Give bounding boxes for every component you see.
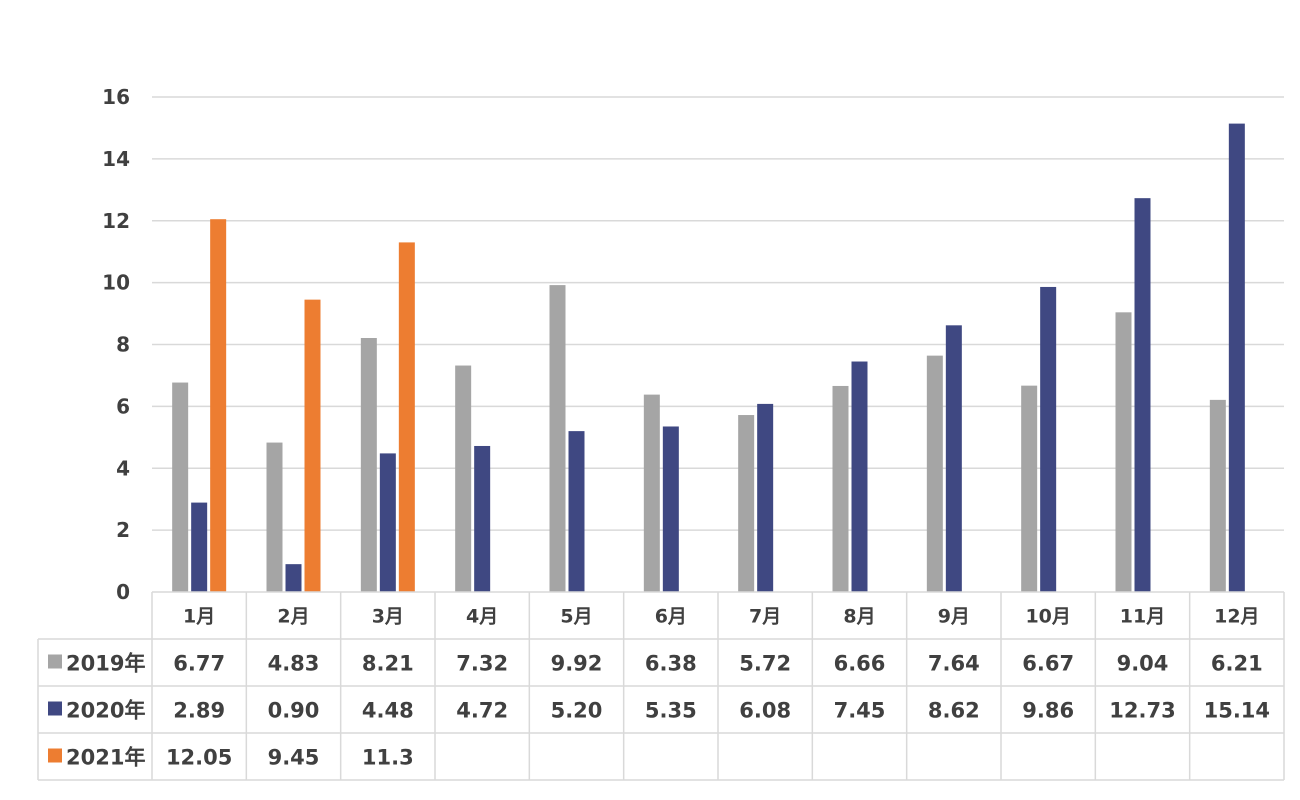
category-label: 2月: [277, 606, 309, 628]
legend-swatch: [48, 701, 62, 716]
y-tick-label: 14: [102, 147, 130, 171]
bar: [191, 502, 208, 592]
category-label: 12月: [1214, 606, 1259, 628]
bar: [738, 415, 755, 592]
data-label: 12.05: [166, 746, 232, 770]
category-label: 1月: [183, 606, 215, 628]
category-label: 5月: [560, 606, 592, 628]
category-label: 11月: [1120, 606, 1165, 628]
data-label: 8.21: [362, 652, 414, 676]
bar: [455, 365, 472, 592]
category-label: 10月: [1025, 606, 1070, 628]
y-tick-label: 12: [102, 209, 130, 233]
data-label: 4.72: [456, 699, 508, 723]
data-label: 6.21: [1211, 652, 1263, 676]
data-label: 7.32: [456, 652, 508, 676]
y-tick-label: 10: [102, 271, 130, 295]
data-label: 4.48: [362, 699, 414, 723]
bar: [832, 385, 849, 592]
data-label: 9.92: [551, 652, 603, 676]
data-label: 6.67: [1022, 652, 1074, 676]
data-label: 5.35: [645, 699, 697, 723]
bars: [172, 123, 1245, 592]
y-tick-label: 8: [116, 333, 130, 357]
category-label: 6月: [655, 606, 687, 628]
gridlines: [152, 96, 1284, 531]
legend-label: 2019年: [66, 652, 145, 676]
y-tick-label: 16: [102, 85, 130, 109]
bar: [1040, 286, 1057, 592]
bar: [266, 442, 283, 592]
bar: [1021, 385, 1038, 592]
data-label: 6.66: [834, 652, 886, 676]
bar: [757, 403, 774, 592]
bar: [172, 382, 189, 592]
category-label: 3月: [372, 606, 404, 628]
bar: [1228, 123, 1245, 592]
data-label: 9.86: [1022, 699, 1074, 723]
legend-label: 2020年: [66, 699, 145, 723]
data-label: 0.90: [268, 699, 320, 723]
bar: [398, 242, 415, 592]
bar: [1134, 198, 1151, 592]
y-tick-label: 0: [116, 580, 130, 604]
data-label: 5.72: [739, 652, 791, 676]
data-label: 9.04: [1117, 652, 1169, 676]
data-label: 6.08: [739, 699, 791, 723]
y-axis: 0 2 4 6 8 10 12 14 16: [102, 85, 130, 604]
category-label: 9月: [938, 606, 970, 628]
legend-label: 2021年: [66, 746, 145, 770]
bar: [285, 564, 302, 592]
legend-swatch: [48, 748, 62, 763]
data-label: 15.14: [1204, 699, 1270, 723]
data-label: 5.20: [551, 699, 603, 723]
data-label: 7.45: [834, 699, 886, 723]
data-label: 6.77: [173, 652, 225, 676]
bar: [474, 445, 491, 592]
data-label: 7.64: [928, 652, 980, 676]
data-label: 9.45: [268, 746, 320, 770]
bar: [643, 394, 660, 592]
bar: [1209, 399, 1226, 592]
legend-swatch: [48, 654, 62, 669]
y-tick-label: 6: [116, 394, 130, 418]
data-label: 11.3: [362, 746, 414, 770]
bar: [1115, 312, 1132, 592]
data-table: 1月 2月 3月 4月 5月 6月 7月 8月 9月 10月 11月 12月 2019年 6.77 4.83…: [37, 591, 1285, 781]
bar: [360, 338, 377, 592]
data-label: 2.89: [173, 699, 225, 723]
category-label: 7月: [749, 606, 781, 628]
bar: [926, 355, 943, 592]
category-label: 4月: [466, 606, 498, 628]
data-label: 6.38: [645, 652, 697, 676]
y-tick-label: 2: [116, 518, 130, 542]
data-label: 4.83: [268, 652, 320, 676]
bar: [210, 219, 227, 592]
data-label: 8.62: [928, 699, 980, 723]
bar: [304, 299, 321, 592]
y-tick-label: 4: [116, 456, 130, 480]
category-label: 8月: [843, 606, 875, 628]
bar: [379, 453, 396, 592]
bar: [662, 426, 679, 592]
bar: [851, 361, 868, 592]
bar: [549, 285, 566, 592]
bar: [945, 325, 962, 592]
data-label: 12.73: [1109, 699, 1175, 723]
bar: [568, 431, 585, 592]
